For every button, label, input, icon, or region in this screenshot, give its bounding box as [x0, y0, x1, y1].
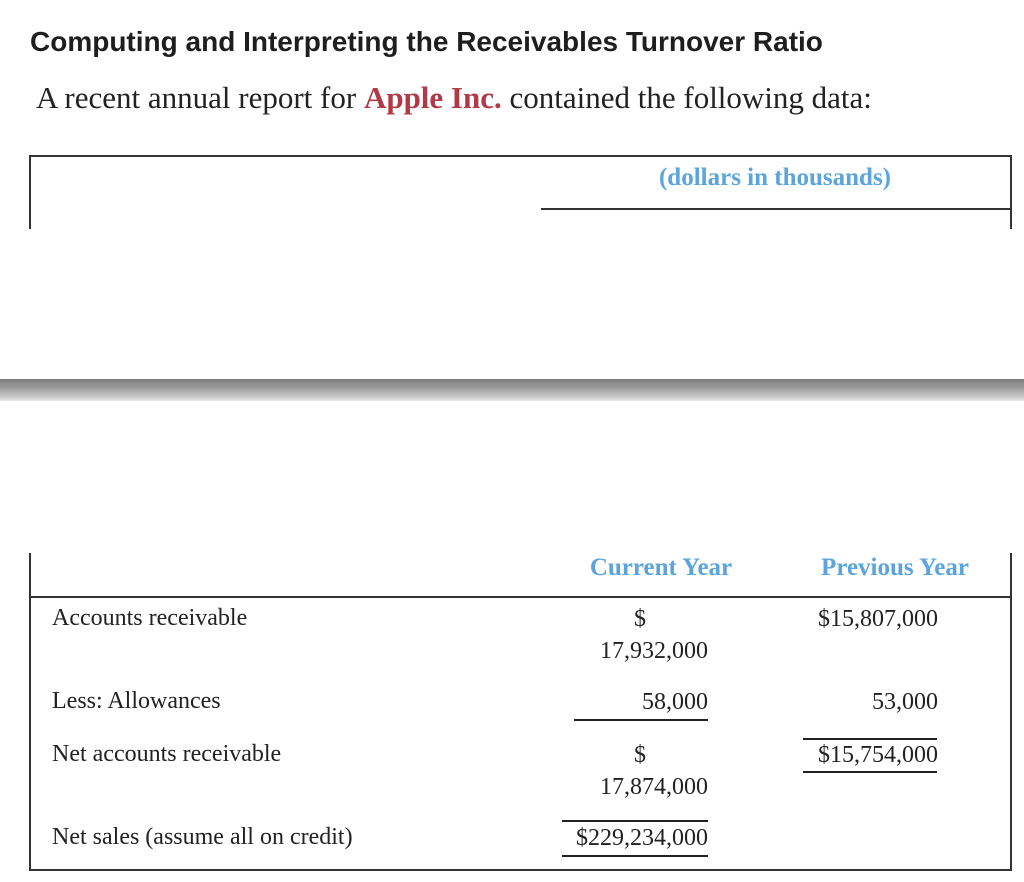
row-label-net-ar: Net accounts receivable [52, 741, 282, 767]
intro-prefix: A recent annual report for [36, 80, 364, 115]
intro-text: A recent annual report for Apple Inc. co… [36, 80, 872, 116]
units-label: (dollars in thousands) [658, 164, 892, 191]
row-label-net-sales: Net sales (assume all on credit) [52, 824, 353, 850]
cell-net-sales-current: $229,234,000 [576, 825, 708, 851]
row-label-allowances: Less: Allowances [52, 688, 221, 714]
cell-ar-current-symbol: $ [634, 606, 646, 632]
page-title: Computing and Interpreting the Receivabl… [30, 26, 823, 57]
cell-allowances-current: 58,000 [642, 689, 708, 715]
cell-allowances-previous: 53,000 [872, 689, 938, 715]
row-label-accounts-receivable: Accounts receivable [52, 605, 248, 631]
cell-net-ar-previous: $15,754,000 [818, 742, 938, 768]
cell-ar-current-value: 17,932,000 [600, 638, 708, 664]
net-sales-underline [562, 855, 708, 857]
cell-net-ar-current-symbol: $ [634, 742, 646, 768]
units-rule [541, 208, 1012, 210]
net-ar-previous-underline [803, 771, 937, 773]
cell-ar-previous: $15,807,000 [818, 606, 938, 632]
separator-bar [0, 379, 1024, 401]
cell-net-ar-current-value: 17,874,000 [600, 774, 708, 800]
top-table-frame [29, 155, 1012, 229]
company-name: Apple Inc. [363, 80, 502, 115]
net-ar-previous-overline [803, 738, 937, 740]
intro-suffix: contained the following data: [501, 80, 872, 115]
header-rule [29, 596, 1012, 598]
net-sales-overline [562, 820, 708, 822]
column-header-previous: Previous Year [821, 554, 969, 581]
column-header-current: Current Year [589, 554, 733, 581]
data-table-frame [29, 553, 1012, 871]
allowances-current-underline [574, 719, 708, 721]
